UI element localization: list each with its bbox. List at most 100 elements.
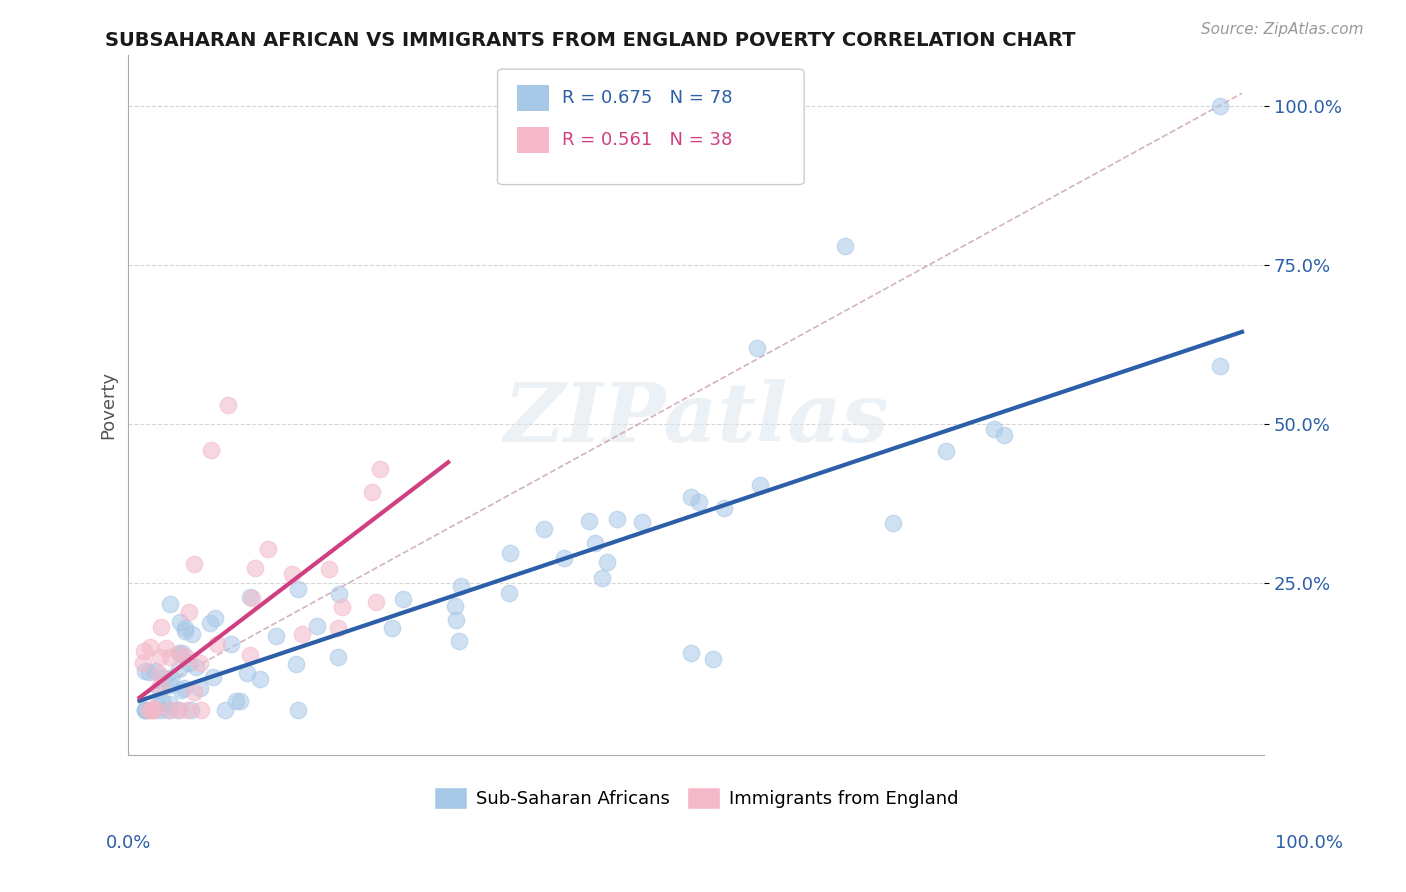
Point (679, 491, 702, 505)
Point (132, 656, 155, 670)
Point (183, 684, 205, 698)
Point (148, 667, 170, 681)
Point (499, 545, 522, 559)
Point (1209, 359, 1232, 374)
Point (240, 591, 263, 606)
Point (146, 699, 169, 714)
Point (181, 626, 204, 640)
Legend: Sub-Saharan Africans, Immigrants from England: Sub-Saharan Africans, Immigrants from En… (427, 780, 966, 816)
Point (214, 703, 236, 717)
Point (935, 443, 957, 458)
Point (284, 657, 307, 671)
Point (305, 618, 328, 632)
Point (184, 660, 207, 674)
Point (170, 682, 193, 697)
Point (225, 694, 247, 708)
Point (153, 671, 176, 685)
Point (138, 665, 160, 679)
Point (318, 562, 340, 576)
Point (326, 621, 349, 635)
Point (450, 579, 472, 593)
Point (606, 512, 628, 526)
Point (143, 703, 166, 717)
Point (368, 462, 391, 476)
Point (145, 664, 167, 678)
Point (882, 516, 904, 530)
Point (174, 621, 197, 635)
Point (631, 515, 654, 529)
Point (834, 239, 856, 253)
Point (366, 595, 388, 609)
Point (155, 640, 177, 655)
Point (190, 703, 212, 717)
Point (134, 703, 156, 717)
Point (159, 650, 181, 665)
FancyBboxPatch shape (517, 127, 548, 153)
Point (172, 646, 194, 660)
Point (169, 646, 191, 660)
Point (330, 600, 353, 615)
Text: SUBSAHARAN AFRICAN VS IMMIGRANTS FROM ENGLAND POVERTY CORRELATION CHART: SUBSAHARAN AFRICAN VS IMMIGRANTS FROM EN… (105, 31, 1076, 50)
Point (993, 428, 1015, 442)
Point (745, 341, 768, 355)
Point (204, 611, 226, 625)
Point (143, 703, 166, 717)
Point (169, 648, 191, 662)
Point (188, 681, 211, 695)
Point (150, 694, 173, 708)
Point (141, 703, 163, 717)
Point (200, 615, 222, 630)
Point (287, 582, 309, 597)
Point (205, 637, 228, 651)
Point (287, 703, 309, 717)
Point (174, 650, 197, 665)
Point (257, 541, 280, 556)
Point (1209, 99, 1232, 113)
Point (264, 630, 287, 644)
Point (159, 677, 181, 691)
Point (713, 501, 735, 516)
FancyBboxPatch shape (498, 70, 804, 185)
Y-axis label: Poverty: Poverty (100, 371, 117, 439)
Point (326, 650, 349, 665)
Point (134, 664, 156, 678)
Point (149, 620, 172, 634)
Point (533, 522, 555, 536)
Point (361, 484, 384, 499)
Text: R = 0.675   N = 78: R = 0.675 N = 78 (562, 89, 733, 107)
Point (180, 703, 202, 717)
Point (177, 657, 200, 671)
Point (142, 701, 165, 715)
Point (166, 703, 188, 717)
Point (138, 703, 160, 717)
Point (239, 590, 262, 604)
Point (149, 682, 172, 697)
Point (173, 681, 195, 695)
Point (748, 478, 770, 492)
Point (174, 624, 197, 638)
Point (159, 697, 181, 711)
Point (583, 536, 606, 550)
Point (249, 672, 271, 686)
Point (679, 646, 702, 660)
Point (591, 571, 613, 585)
Point (983, 422, 1005, 436)
Point (291, 626, 314, 640)
Point (200, 442, 222, 457)
Point (176, 703, 198, 717)
Point (169, 703, 191, 717)
Point (243, 560, 266, 574)
Text: 100.0%: 100.0% (1275, 834, 1343, 852)
Text: R = 0.561   N = 38: R = 0.561 N = 38 (562, 131, 733, 149)
Point (595, 555, 617, 569)
Point (381, 621, 404, 635)
Point (177, 605, 200, 619)
Point (443, 599, 465, 614)
Point (157, 703, 180, 717)
Point (188, 657, 211, 671)
Point (578, 514, 600, 528)
Point (159, 597, 181, 611)
Point (221, 637, 243, 651)
Text: Source: ZipAtlas.com: Source: ZipAtlas.com (1201, 22, 1364, 37)
Point (239, 648, 262, 662)
